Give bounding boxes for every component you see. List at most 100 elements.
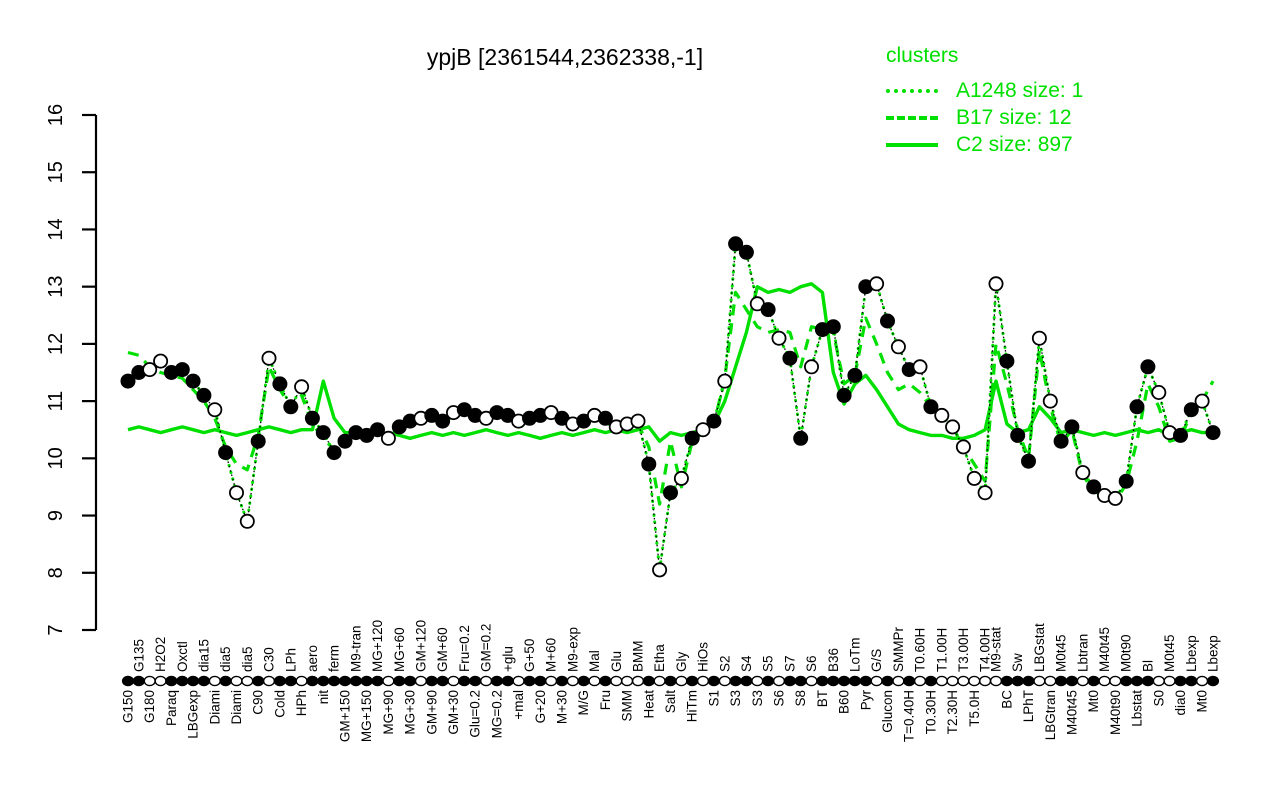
condition-label: Salt (663, 690, 678, 714)
sample-rug-mark (262, 675, 276, 687)
sample-rug-mark (718, 675, 731, 687)
sample-rug-mark (143, 675, 156, 687)
data-point (977, 485, 993, 501)
condition-label: dia15 (196, 639, 211, 672)
condition-label: Lbtran (1075, 634, 1090, 672)
sample-rug-mark (208, 675, 221, 687)
condition-label: M+30 (555, 690, 570, 724)
data-point (630, 413, 646, 429)
condition-label: C30 (262, 647, 277, 672)
data-point (272, 376, 288, 392)
condition-label: Glucon (880, 690, 895, 733)
data-point (912, 359, 928, 375)
data-point (218, 445, 234, 461)
condition-label: GM+90 (424, 690, 439, 735)
sample-rug-mark (458, 675, 471, 687)
condition-label: Mal (587, 650, 602, 672)
sample-rug-mark (132, 675, 145, 687)
sample-rug-mark (512, 675, 525, 687)
y-tick-label: 15 (45, 161, 67, 183)
sample-rug-mark (870, 675, 883, 687)
condition-label: HiOs (696, 642, 711, 672)
condition-label: dia5 (218, 646, 233, 672)
condition-label: MG+60 (392, 627, 407, 672)
condition-label: dia0 (1173, 690, 1188, 716)
data-point (695, 422, 711, 438)
data-point (1107, 490, 1123, 506)
sample-rug-mark (1022, 675, 1035, 687)
condition-label: M/G (576, 690, 591, 716)
condition-label: Lbstat (1130, 690, 1145, 727)
data-point (988, 276, 1004, 292)
sample-rug-mark (469, 675, 482, 687)
x-axis-labels: G150 G135 G180 H2O2 Paraq Oxctl LBGexp dia15 Dia… (121, 620, 1221, 742)
sample-rug-mark (197, 675, 211, 687)
y-tick-label: 12 (45, 333, 67, 355)
sample-rug-mark (393, 675, 406, 687)
condition-label: ferm (327, 645, 342, 672)
condition-label: LPhT (1021, 690, 1036, 722)
sample-rug-mark (620, 675, 634, 687)
sample-rug-mark (219, 675, 232, 687)
cluster-legend: clusters A1248 size: 1 B17 size: 12 C2 s… (886, 44, 1083, 158)
dotted-line-icon (886, 88, 938, 93)
sample-rug-mark (837, 675, 851, 687)
data-point (1118, 473, 1134, 489)
data-point (934, 407, 950, 423)
y-axis (82, 113, 98, 632)
sample-rug-mark (566, 675, 579, 687)
condition-label: HiTm (685, 690, 700, 722)
sample-rug-mark (946, 675, 959, 687)
sample-rug-mark (523, 675, 536, 687)
data-point (261, 350, 277, 366)
data-point (1129, 399, 1145, 415)
data-point (782, 350, 798, 366)
data-point (597, 410, 613, 426)
data-point (304, 410, 320, 426)
y-tick-label: 16 (45, 104, 67, 126)
condition-label: G150 (121, 690, 136, 723)
sample-rug-mark (903, 675, 916, 687)
sample-rug-mark (848, 675, 862, 687)
data-point (836, 387, 852, 403)
data-point (1075, 465, 1091, 481)
sample-rug-mark (892, 675, 905, 687)
legend-entry-label: B17 size: 12 (956, 105, 1072, 129)
y-tick-label: 13 (45, 276, 67, 298)
data-point (142, 362, 158, 378)
condition-label: MG+120 (370, 620, 385, 672)
sample-rug-mark (414, 675, 428, 687)
data-point (1064, 419, 1080, 435)
sample-rug-mark (827, 675, 840, 687)
condition-label: Pyr (858, 689, 873, 710)
condition-label: M9-stat (989, 627, 1004, 672)
condition-label: Sw (1010, 653, 1025, 672)
sample-rug-mark (1174, 675, 1187, 687)
sample-rug-mark (577, 675, 590, 687)
sample-rug-mark (740, 675, 753, 687)
sample-rug-mark (968, 675, 981, 687)
sample-rug-mark (707, 675, 721, 687)
sample-rug-mark (1087, 675, 1100, 687)
sample-rug-mark (1098, 675, 1111, 687)
data-point (804, 359, 820, 375)
sample-rug-mark (642, 675, 655, 687)
sample-rug-mark (664, 675, 677, 687)
sample-rug-mark (761, 675, 775, 687)
sample-rug-mark (436, 675, 449, 687)
condition-label: B60 (837, 690, 852, 714)
sample-rug-mark (1163, 675, 1176, 687)
condition-label: G135 (131, 639, 146, 672)
data-point (1183, 402, 1199, 418)
sample-rug-mark (555, 675, 569, 687)
condition-label: G180 (142, 690, 157, 723)
condition-label: MG+30 (403, 690, 418, 735)
data-point (825, 319, 841, 335)
data-point (869, 276, 885, 292)
data-point (1173, 427, 1189, 443)
condition-label: S1 (706, 690, 721, 707)
sample-rug-mark (154, 675, 167, 687)
data-point (196, 387, 212, 403)
data-point (641, 456, 657, 472)
condition-label: HPh (294, 690, 309, 716)
